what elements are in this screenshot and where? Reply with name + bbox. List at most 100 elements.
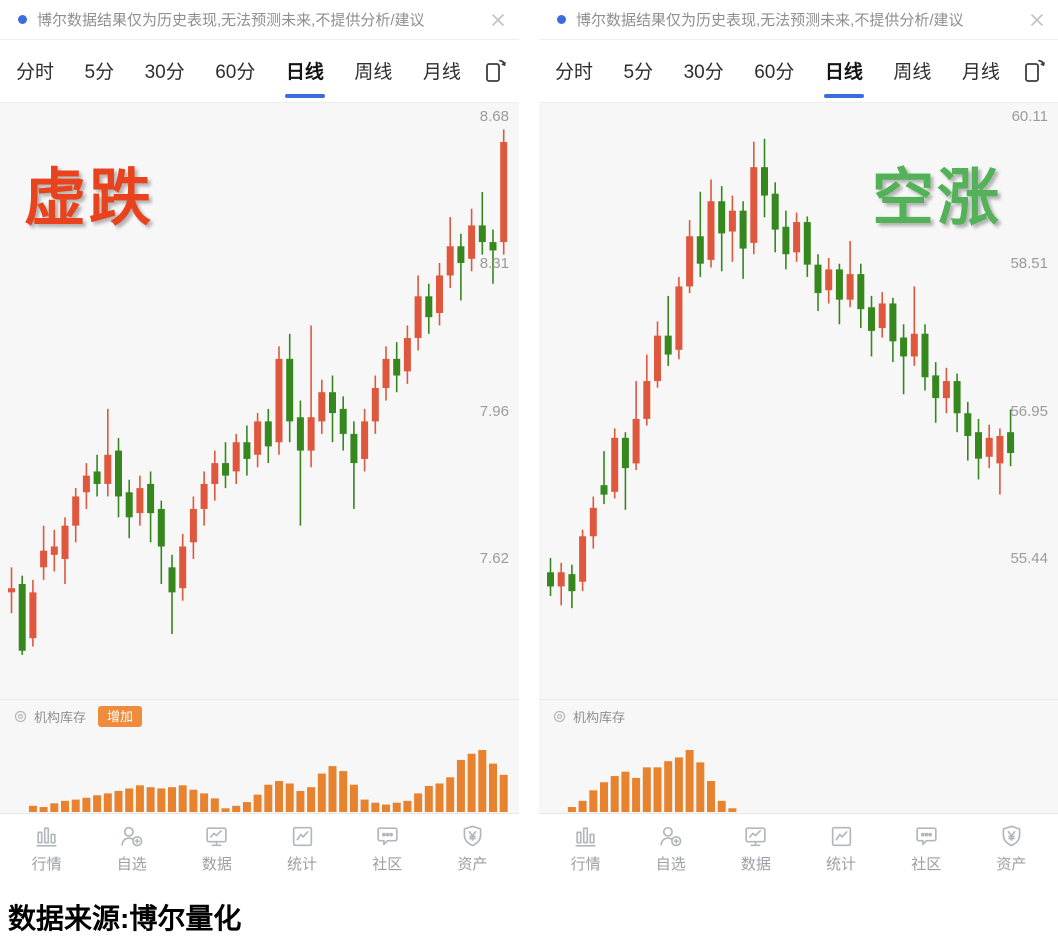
stats-chart-icon <box>292 826 312 847</box>
bottom-nav: 行情 自选 数据 统计 社区 资产 <box>0 814 519 883</box>
nav-item-stats-chart[interactable]: 统计 <box>266 823 338 874</box>
rotate-screen-icon[interactable] <box>479 57 507 85</box>
price-tick-label: 56.95 <box>1010 402 1048 420</box>
nav-item-stats-chart[interactable]: 统计 <box>805 823 877 874</box>
period-tab-label: 60分 <box>215 61 256 83</box>
nav-item-user-add[interactable]: 自选 <box>635 823 707 874</box>
nav-item-label: 统计 <box>826 856 857 873</box>
period-tabbar: 分时 5分 30分 60分 日线 周线 月线 <box>0 40 519 103</box>
period-tab[interactable]: 60分 <box>213 39 257 104</box>
bullet-dot-icon <box>557 15 566 24</box>
period-tab-label: 5分 <box>623 61 654 83</box>
period-tab[interactable]: 60分 <box>752 39 796 104</box>
nav-item-label: 资产 <box>457 856 488 873</box>
nav-item-label: 资产 <box>996 856 1027 873</box>
indicator-label: 机构库存 <box>34 709 87 725</box>
volume-bars-layer <box>567 750 737 812</box>
indicator-volume-chart <box>539 732 1058 814</box>
period-tab-label: 5分 <box>84 61 115 83</box>
indicator-header: 机构库存 <box>539 699 1058 732</box>
monitor-chart-icon <box>745 827 767 847</box>
period-tab[interactable]: 周线 <box>891 39 933 104</box>
period-tab-label: 日线 <box>285 61 324 83</box>
active-tab-underline <box>823 93 864 98</box>
period-tab-label: 月线 <box>422 61 461 83</box>
period-tab-label: 60分 <box>754 61 795 83</box>
notice-text: 博尔数据结果仅为历史表现,无法预测未来,不提供分析/建议 <box>576 12 964 29</box>
notice-bar: 博尔数据结果仅为历史表现,无法预测未来,不提供分析/建议 <box>0 0 519 40</box>
active-tab-underline <box>284 93 325 98</box>
period-tab[interactable]: 分时 <box>553 39 595 104</box>
shield-yen-icon <box>463 825 482 847</box>
gear-icon[interactable] <box>14 710 27 723</box>
period-tab[interactable]: 5分 <box>83 39 117 104</box>
nav-item-label: 统计 <box>287 856 318 873</box>
candles-layer <box>547 138 1015 609</box>
nav-item-bar-chart[interactable]: 行情 <box>11 823 83 874</box>
nav-item-monitor-chart[interactable]: 数据 <box>181 823 253 874</box>
price-tick-label: 60.11 <box>1011 108 1048 125</box>
close-icon[interactable] <box>1028 11 1046 29</box>
chart-panel-left: 博尔数据结果仅为历史表现,无法预测未来,不提供分析/建议 分时 5分 30分 60分 日… <box>0 0 519 883</box>
nav-item-monitor-chart[interactable]: 数据 <box>720 823 792 874</box>
monitor-chart-icon <box>206 827 228 847</box>
nav-item-label: 自选 <box>116 856 147 873</box>
nav-item-label: 数据 <box>740 856 771 873</box>
close-icon[interactable] <box>489 11 507 29</box>
nav-item-label: 数据 <box>201 856 232 873</box>
indicator-header: 机构库存 增加 <box>0 699 519 732</box>
nav-item-label: 行情 <box>31 856 62 873</box>
nav-item-bar-chart[interactable]: 行情 <box>550 823 622 874</box>
price-tick-label: 55.44 <box>1010 550 1048 567</box>
nav-item-label: 社区 <box>372 856 403 873</box>
period-tab[interactable]: 日线 <box>284 39 326 104</box>
bar-chart-icon <box>575 827 596 847</box>
period-tab[interactable]: 分时 <box>14 39 56 104</box>
period-tab-label: 日线 <box>824 61 863 83</box>
price-tick-label: 8.31 <box>479 255 509 273</box>
period-tabbar: 分时 5分 30分 60分 日线 周线 月线 <box>539 40 1058 103</box>
nav-item-shield-yen[interactable]: 资产 <box>975 823 1047 874</box>
period-tab[interactable]: 周线 <box>352 39 394 104</box>
chart-panel-right: 博尔数据结果仅为历史表现,无法预测未来,不提供分析/建议 分时 5分 30分 60分 日… <box>539 0 1058 883</box>
chat-bubble-icon <box>377 827 398 846</box>
dual-chart-comparison: 博尔数据结果仅为历史表现,无法预测未来,不提供分析/建议 分时 5分 30分 60分 日… <box>0 0 1058 883</box>
period-tab[interactable]: 30分 <box>143 39 187 104</box>
volume-bars-layer <box>28 750 508 812</box>
nav-item-shield-yen[interactable]: 资产 <box>436 823 508 874</box>
chat-bubble-icon <box>916 827 937 846</box>
nav-item-chat-bubble[interactable]: 社区 <box>890 823 962 874</box>
gear-icon[interactable] <box>553 710 566 723</box>
nav-item-user-add[interactable]: 自选 <box>96 823 168 874</box>
period-tab-label: 30分 <box>683 61 724 83</box>
period-tab[interactable]: 月线 <box>421 39 463 104</box>
rotate-screen-icon[interactable] <box>1018 57 1046 85</box>
period-tab-label: 月线 <box>961 61 1000 83</box>
overlay-annotation: 空涨 <box>871 164 1002 233</box>
bar-chart-icon <box>36 827 57 847</box>
price-tick-label: 7.62 <box>479 550 509 567</box>
period-tab-label: 30分 <box>144 61 185 83</box>
candlestick-chart[interactable]: 8.68 8.31 7.96 7.62 虚跌 <box>0 103 519 699</box>
notice-bar: 博尔数据结果仅为历史表现,无法预测未来,不提供分析/建议 <box>539 0 1058 40</box>
period-tab[interactable]: 月线 <box>960 39 1002 104</box>
period-tab[interactable]: 日线 <box>823 39 865 104</box>
period-tab-label: 分时 <box>16 61 55 83</box>
bullet-dot-icon <box>18 15 27 24</box>
indicator-status-badge: 增加 <box>98 705 143 727</box>
period-tab[interactable]: 30分 <box>682 39 726 104</box>
price-tick-label: 8.68 <box>479 108 509 125</box>
user-add-icon <box>660 826 682 847</box>
shield-yen-icon <box>1002 825 1021 847</box>
stats-chart-icon <box>831 826 851 847</box>
indicator-volume-chart <box>0 732 519 814</box>
period-tab[interactable]: 5分 <box>622 39 656 104</box>
candlestick-chart[interactable]: 60.11 58.51 56.95 55.44 空涨 <box>539 103 1058 699</box>
overlay-annotation: 虚跌 <box>24 164 155 233</box>
period-tab-label: 周线 <box>893 61 932 83</box>
nav-item-label: 行情 <box>570 856 601 873</box>
price-tick-label: 58.51 <box>1010 255 1048 273</box>
price-tick-label: 7.96 <box>479 402 509 420</box>
nav-item-chat-bubble[interactable]: 社区 <box>351 823 423 874</box>
indicator-label: 机构库存 <box>573 709 626 725</box>
